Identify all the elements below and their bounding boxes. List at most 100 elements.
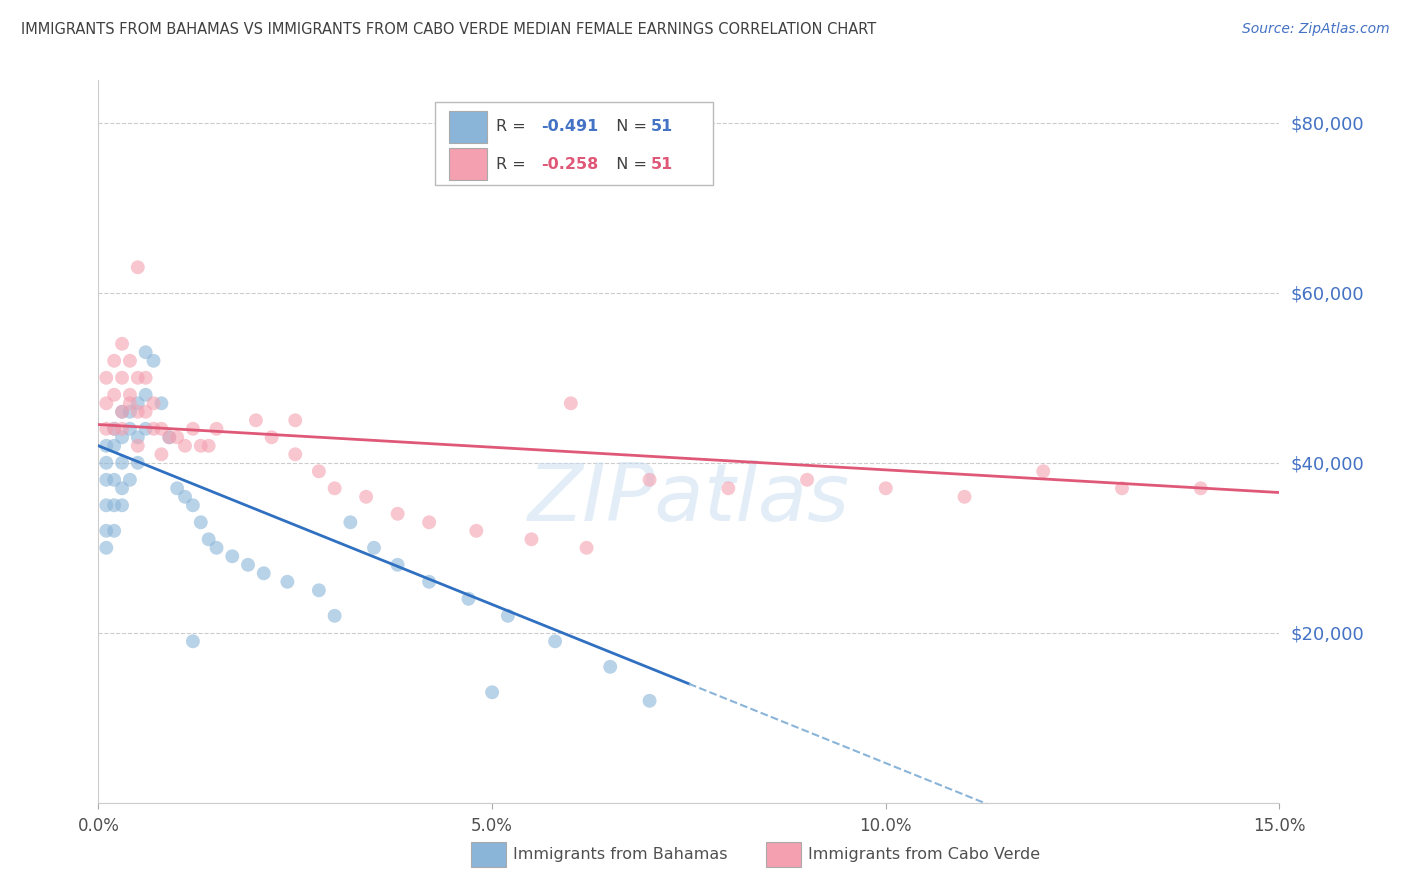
- Point: [103, 524, 125, 538]
- Point: [127, 430, 149, 444]
- Point: [339, 516, 361, 530]
- Point: [127, 405, 149, 419]
- Point: [142, 396, 165, 410]
- Point: [127, 439, 149, 453]
- Point: [96, 541, 118, 555]
- Point: [166, 430, 188, 444]
- Point: [575, 541, 598, 555]
- Point: [96, 439, 118, 453]
- Point: [638, 473, 661, 487]
- Point: [638, 694, 661, 708]
- Point: [127, 371, 149, 385]
- Point: [118, 473, 141, 487]
- Point: [181, 498, 204, 512]
- Point: [496, 608, 519, 623]
- FancyBboxPatch shape: [449, 148, 486, 180]
- Point: [118, 388, 141, 402]
- Point: [308, 583, 330, 598]
- Point: [111, 456, 134, 470]
- Point: [103, 498, 125, 512]
- Point: [166, 481, 188, 495]
- Point: [135, 388, 157, 402]
- Point: [205, 422, 228, 436]
- Point: [118, 422, 141, 436]
- Point: [135, 405, 157, 419]
- Point: [111, 405, 134, 419]
- Point: [363, 541, 385, 555]
- Text: R =: R =: [496, 120, 531, 135]
- Point: [465, 524, 488, 538]
- Point: [118, 396, 141, 410]
- Point: [457, 591, 479, 606]
- Point: [276, 574, 298, 589]
- FancyBboxPatch shape: [434, 102, 713, 185]
- Text: 51: 51: [651, 157, 673, 172]
- Point: [157, 430, 180, 444]
- Point: [127, 456, 149, 470]
- Point: [1189, 481, 1212, 495]
- Text: R =: R =: [496, 157, 531, 172]
- FancyBboxPatch shape: [449, 111, 486, 143]
- Point: [174, 490, 197, 504]
- Point: [221, 549, 243, 564]
- Point: [796, 473, 818, 487]
- Text: Source: ZipAtlas.com: Source: ZipAtlas.com: [1241, 22, 1389, 37]
- Point: [253, 566, 276, 581]
- Point: [323, 481, 346, 495]
- Point: [1111, 481, 1133, 495]
- Point: [157, 430, 180, 444]
- Point: [174, 439, 197, 453]
- Point: [387, 558, 409, 572]
- Point: [875, 481, 897, 495]
- Point: [418, 574, 440, 589]
- Point: [308, 464, 330, 478]
- Point: [96, 456, 118, 470]
- Point: [96, 371, 118, 385]
- Point: [150, 422, 173, 436]
- Point: [260, 430, 283, 444]
- Point: [135, 422, 157, 436]
- Point: [717, 481, 740, 495]
- Point: [544, 634, 567, 648]
- Point: [103, 473, 125, 487]
- Point: [190, 439, 212, 453]
- Text: N =: N =: [606, 120, 652, 135]
- Point: [284, 413, 307, 427]
- Point: [127, 396, 149, 410]
- Text: -0.491: -0.491: [541, 120, 599, 135]
- Point: [142, 422, 165, 436]
- Point: [481, 685, 503, 699]
- Point: [205, 541, 228, 555]
- Point: [418, 516, 440, 530]
- Point: [142, 353, 165, 368]
- Point: [150, 447, 173, 461]
- Point: [111, 405, 134, 419]
- Point: [96, 422, 118, 436]
- Point: [103, 353, 125, 368]
- Point: [103, 388, 125, 402]
- Text: -0.258: -0.258: [541, 157, 599, 172]
- Point: [118, 405, 141, 419]
- Point: [103, 422, 125, 436]
- Point: [118, 353, 141, 368]
- Point: [284, 447, 307, 461]
- Text: N =: N =: [606, 157, 652, 172]
- Point: [181, 422, 204, 436]
- Point: [111, 371, 134, 385]
- Point: [245, 413, 267, 427]
- Point: [323, 608, 346, 623]
- Point: [96, 396, 118, 410]
- Text: Immigrants from Bahamas: Immigrants from Bahamas: [513, 847, 728, 862]
- Text: IMMIGRANTS FROM BAHAMAS VS IMMIGRANTS FROM CABO VERDE MEDIAN FEMALE EARNINGS COR: IMMIGRANTS FROM BAHAMAS VS IMMIGRANTS FR…: [21, 22, 876, 37]
- Point: [197, 533, 219, 547]
- Point: [111, 430, 134, 444]
- Text: ZIPatlas: ZIPatlas: [527, 460, 851, 539]
- Point: [111, 422, 134, 436]
- Text: 51: 51: [651, 120, 673, 135]
- Point: [150, 396, 173, 410]
- Point: [560, 396, 582, 410]
- Point: [520, 533, 543, 547]
- Point: [197, 439, 219, 453]
- Point: [953, 490, 976, 504]
- Point: [190, 516, 212, 530]
